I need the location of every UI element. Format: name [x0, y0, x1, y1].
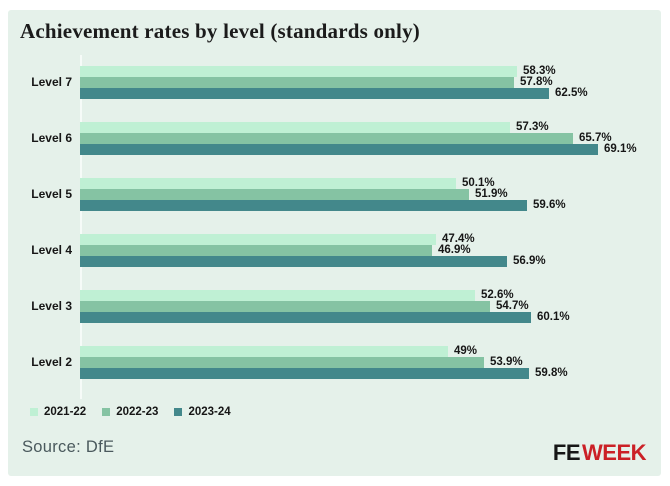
legend-swatch-2023-24 [174, 408, 183, 416]
legend-label: 2023-24 [188, 406, 231, 418]
y-axis-line [80, 55, 82, 399]
category-label: Level 6 [31, 131, 72, 145]
legend-label: 2021-22 [44, 406, 87, 418]
bar-value-label: 57.8% [520, 76, 553, 88]
bar-2021-22-level-7 [80, 66, 517, 77]
feweek-logo-fe: FE [552, 440, 581, 465]
bar-2022-23-level-4 [80, 245, 432, 256]
bar-value-label: 65.7% [579, 132, 612, 144]
bar-value-label: 52.6% [481, 289, 514, 301]
bar-2023-24-level-2 [80, 368, 529, 379]
bar-2021-22-level-5 [80, 178, 456, 189]
legend: 2021-22 2022-23 2023-24 [30, 406, 231, 418]
category-label: Level 2 [31, 355, 72, 369]
bar-2021-22-level-2 [80, 346, 448, 357]
bar-value-label: 60.1% [537, 311, 570, 323]
bar-2022-23-level-6 [80, 133, 573, 144]
bar-value-label: 62.5% [555, 87, 588, 99]
bar-value-label: 59.6% [533, 199, 566, 211]
legend-item-2022-23: 2022-23 [102, 406, 158, 418]
bar-value-label: 53.9% [490, 356, 523, 368]
bar-2021-22-level-4 [80, 234, 436, 245]
bar-2023-24-level-7 [80, 88, 549, 99]
bar-value-label: 49% [454, 345, 478, 357]
bar-value-label: 69.1% [604, 143, 637, 155]
category-label: Level 5 [31, 187, 72, 201]
bar-value-label: 57.3% [516, 121, 549, 133]
source-attribution: Source: DfE [22, 438, 115, 456]
bar-value-label: 46.9% [438, 244, 471, 256]
bar-value-label: 58.3% [523, 65, 556, 77]
bar-2023-24-level-4 [80, 256, 507, 267]
legend-item-2023-24: 2023-24 [174, 406, 231, 418]
bar-2022-23-level-7 [80, 77, 514, 88]
feweek-logo-week: WEEK [582, 440, 647, 465]
bar-2023-24-level-3 [80, 312, 531, 323]
bar-2021-22-level-3 [80, 290, 475, 301]
legend-item-2021-22: 2021-22 [30, 406, 86, 418]
legend-label: 2022-23 [116, 406, 159, 418]
bar-2023-24-level-5 [80, 200, 527, 211]
bar-2022-23-level-3 [80, 301, 490, 312]
bar-value-label: 56.9% [513, 255, 546, 267]
legend-swatch-2022-23 [102, 408, 111, 416]
category-label: Level 3 [31, 299, 72, 313]
legend-swatch-2021-22 [30, 408, 38, 416]
bar-value-label: 51.9% [475, 188, 508, 200]
plot-area: Level 7 58.3% 57.8% 62.5% Level 6 57.3% 65.7% 6… [8, 10, 661, 410]
chart-title: Achievement rates by level (standards on… [20, 19, 420, 43]
bar-value-label: 59.8% [535, 367, 568, 379]
bar-2023-24-level-6 [80, 144, 598, 155]
category-label: Level 7 [31, 75, 72, 89]
feweek-logo: FEWEEK [552, 440, 647, 466]
bar-value-label: 54.7% [496, 300, 529, 312]
bar-2021-22-level-6 [80, 122, 510, 133]
category-label: Level 4 [31, 243, 72, 257]
bar-2022-23-level-5 [80, 189, 469, 200]
bar-value-label: 50.1% [462, 177, 495, 189]
bar-2022-23-level-2 [80, 357, 484, 368]
chart-card: Achievement rates by level (standards on… [8, 10, 661, 476]
bar-value-label: 47.4% [442, 233, 475, 245]
